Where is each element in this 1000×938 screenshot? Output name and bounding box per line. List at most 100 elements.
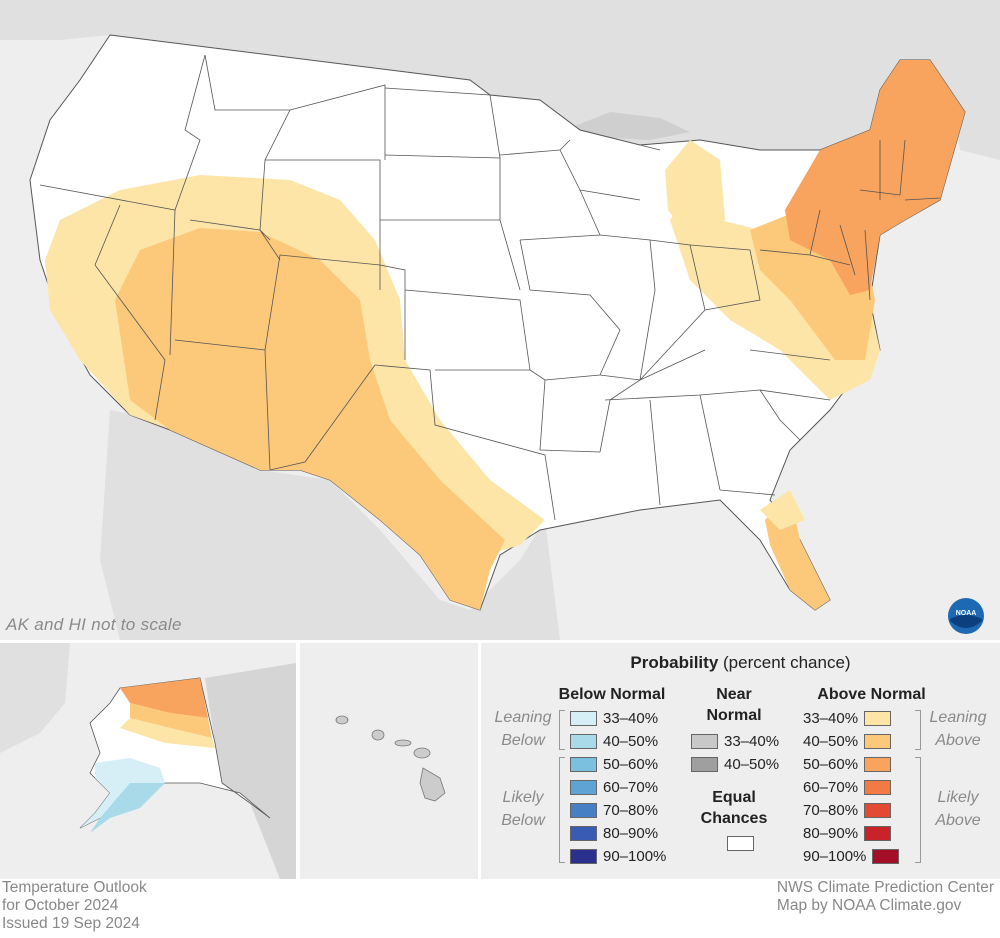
oahu-island (371, 729, 385, 741)
leaning-below-bracket (559, 710, 565, 750)
equal-chances-heading: Equal Chances (694, 787, 774, 829)
likely-above-label: Likely Above (921, 786, 995, 832)
equal-chances-line1: Equal (712, 789, 756, 806)
near-normal-heading-line1: Near (716, 686, 752, 703)
southwest-above-region (115, 228, 505, 610)
legend-row: 70–80% (570, 799, 658, 821)
legend-swatch (872, 848, 900, 864)
legend-label: 70–80% (603, 801, 659, 819)
big-island (419, 767, 446, 802)
mexico-landmass (100, 410, 560, 640)
equal-chances-swatch (727, 836, 754, 851)
below-normal-heading: Below Normal (558, 686, 666, 703)
near-normal-heading-line2: Normal (706, 707, 762, 724)
canada-landmass (0, 0, 1000, 160)
alaska-above-region (120, 678, 208, 718)
legend-row: 33–40% (570, 707, 658, 729)
likely-below-line1: Likely (502, 789, 544, 806)
legend-swatch (864, 802, 892, 818)
equal-chances-line2: Chances (700, 810, 768, 827)
leaning-above-label: Leaning Above (921, 706, 995, 752)
legend-label: 90–100% (603, 847, 667, 865)
kauai-island (335, 715, 349, 725)
legend-label: 70–80% (803, 801, 859, 819)
hawaii-inset (300, 643, 478, 879)
legend-swatch (864, 710, 892, 726)
legend-title-rest: (percent chance) (718, 653, 851, 672)
molokai-island (394, 739, 412, 747)
legend-label: 80–90% (603, 824, 659, 842)
canada-landmass (205, 663, 296, 879)
legend-label: 90–100% (803, 847, 867, 865)
credits: NWS Climate Prediction Center Map by NOA… (777, 879, 994, 915)
likely-above-line2: Above (935, 812, 981, 829)
legend-row: 90–100% (803, 845, 900, 867)
us-temperature-outlook-map (0, 0, 1000, 640)
leaning-above-line1: Leaning (929, 709, 987, 726)
legend-row: 80–90% (570, 822, 658, 844)
legend-swatch (570, 779, 597, 795)
legend-swatch (570, 848, 597, 864)
legend-swatch (864, 779, 892, 795)
likely-below-label: Likely Below (481, 786, 565, 832)
likely-above-bracket (915, 757, 921, 863)
legend-swatch (864, 756, 892, 772)
leaning-below-line2: Below (501, 732, 545, 749)
credit-source: NWS Climate Prediction Center (776, 879, 994, 896)
contiguous-us-map: AK and HI not to scale NOAA (0, 0, 1000, 640)
legend-row: 33–40% (803, 707, 892, 729)
legend-swatch (691, 756, 718, 772)
michigan-leaning-region (665, 140, 725, 240)
above-normal-heading: Above Normal (817, 686, 926, 703)
near-normal-heading: Near Normal (694, 684, 774, 726)
outlook-issued: Issued 19 Sep 2024 (2, 915, 140, 932)
legend-swatch (570, 733, 597, 749)
legend-swatch (570, 756, 597, 772)
credit-map: Map by NOAA Climate.gov (776, 897, 962, 914)
legend-swatch (570, 825, 597, 841)
russia-landmass (0, 643, 70, 753)
leaning-above-line2: Above (935, 732, 981, 749)
legend: Probability (percent chance) Below Norma… (481, 643, 1000, 879)
legend-row: 50–60% (570, 753, 658, 775)
legend-row: 40–50% (803, 730, 892, 752)
alaska-light-above-region (120, 718, 215, 748)
maui-island (413, 747, 431, 759)
legend-row: 50–60% (803, 753, 892, 775)
hawaii-map (335, 715, 446, 802)
leaning-below-label: Leaning Below (481, 706, 565, 752)
legend-label: 40–50% (603, 732, 659, 750)
alaska-below-region-2 (90, 783, 165, 833)
alaska-leaning-above-region (130, 703, 212, 738)
legend-title-bold: Probability (630, 653, 719, 672)
legend-label: 40–50% (803, 732, 859, 750)
legend-label: 60–70% (803, 778, 859, 796)
legend-label: 33–40% (603, 709, 659, 727)
legend-label: 40–50% (724, 755, 780, 773)
legend-label: 50–60% (603, 755, 659, 773)
legend-swatch (864, 733, 892, 749)
legend-row: 60–70% (803, 776, 892, 798)
legend-swatch (864, 825, 892, 841)
alaska-map (0, 643, 296, 879)
legend-row: 90–100% (570, 845, 666, 867)
legend-row: 40–50% (691, 753, 779, 775)
leaning-above-bracket (915, 710, 921, 750)
legend-swatch (691, 733, 718, 749)
lake-superior (565, 112, 690, 140)
legend-label: 80–90% (803, 824, 859, 842)
legend-label: 33–40% (803, 709, 859, 727)
outlook-title: Temperature Outlook (2, 879, 147, 896)
legend-row: 70–80% (803, 799, 892, 821)
outlook-caption: Temperature Outlook for October 2024 Iss… (2, 879, 147, 933)
legend-row: 40–50% (570, 730, 658, 752)
scale-note: AK and HI not to scale (6, 615, 182, 634)
legend-label: 33–40% (724, 732, 780, 750)
likely-below-line2: Below (501, 812, 545, 829)
legend-title: Probability (percent chance) (481, 653, 1000, 673)
likely-below-bracket (559, 757, 565, 863)
state-boundaries (39, 54, 941, 521)
legend-swatch (570, 710, 597, 726)
florida-leaning-region (760, 490, 805, 530)
legend-label: 50–60% (803, 755, 859, 773)
